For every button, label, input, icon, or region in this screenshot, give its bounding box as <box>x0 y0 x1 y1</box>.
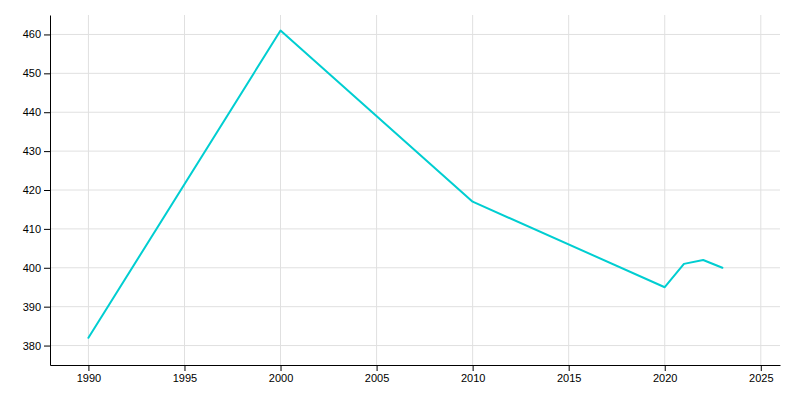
y-tick: 410 <box>23 223 50 235</box>
y-tick: 450 <box>23 67 50 79</box>
x-tick-label: 2015 <box>557 372 581 384</box>
x-tick-label: 2025 <box>749 372 773 384</box>
y-grid-line <box>50 73 780 74</box>
y-tick: 440 <box>23 106 50 118</box>
y-tick: 390 <box>23 301 50 313</box>
x-tick-mark <box>377 365 378 371</box>
y-tick-label: 410 <box>23 223 41 235</box>
x-tick: 1990 <box>77 365 101 384</box>
y-grid-line <box>50 190 780 191</box>
y-tick-mark <box>44 268 50 269</box>
x-tick-mark <box>761 365 762 371</box>
x-tick-label: 1995 <box>173 372 197 384</box>
x-tick: 2015 <box>557 365 581 384</box>
y-tick-mark <box>44 229 50 230</box>
y-tick-mark <box>44 346 50 347</box>
x-axis-line <box>51 365 781 366</box>
x-tick-mark <box>281 365 282 371</box>
x-tick-mark <box>569 365 570 371</box>
x-tick: 2000 <box>269 365 293 384</box>
x-axis: 1990 1995 2000 2005 2010 2015 2020 2025 <box>51 365 781 384</box>
y-tick-label: 430 <box>23 145 41 157</box>
x-tick-label: 2010 <box>461 372 485 384</box>
y-tick: 420 <box>23 184 50 196</box>
x-tick-mark <box>88 365 89 371</box>
y-tick: 400 <box>23 262 50 274</box>
y-tick-mark <box>44 34 50 35</box>
y-tick-label: 460 <box>23 28 41 40</box>
y-grid-line <box>50 112 780 113</box>
grid <box>50 15 780 365</box>
x-tick-mark <box>473 365 474 371</box>
y-tick-mark <box>44 151 50 152</box>
y-tick: 460 <box>23 28 50 40</box>
y-tick-label: 390 <box>23 301 41 313</box>
y-tick-label: 440 <box>23 106 41 118</box>
x-tick-label: 2000 <box>269 372 293 384</box>
y-tick-label: 450 <box>23 67 41 79</box>
line <box>88 31 722 338</box>
x-tick: 2025 <box>749 365 773 384</box>
y-tick-label: 380 <box>23 340 41 352</box>
x-tick: 2010 <box>461 365 485 384</box>
x-tick-label: 2005 <box>365 372 389 384</box>
x-tick-mark <box>184 365 185 371</box>
y-tick-label: 400 <box>23 262 41 274</box>
x-tick-label: 2020 <box>653 372 677 384</box>
y-tick-label: 420 <box>23 184 41 196</box>
chart: 1990 1995 2000 2005 2010 2015 2020 2025 380 390 40… <box>0 0 800 400</box>
y-axis: 380 390 400 410 420 430 440 450 460 <box>23 16 51 366</box>
x-tick: 2005 <box>365 365 389 384</box>
y-tick: 380 <box>23 340 50 352</box>
y-grid-line <box>50 34 780 35</box>
y-axis-line <box>50 16 51 366</box>
y-tick: 430 <box>23 145 50 157</box>
y-tick-mark <box>44 73 50 74</box>
y-grid-line <box>50 306 780 307</box>
y-grid-line <box>50 228 780 229</box>
y-grid-line <box>50 345 780 346</box>
y-tick-mark <box>44 112 50 113</box>
plot-area <box>88 31 722 338</box>
x-tick-mark <box>665 365 666 371</box>
x-tick: 2020 <box>653 365 677 384</box>
y-tick-mark <box>44 190 50 191</box>
x-tick-label: 1990 <box>77 372 101 384</box>
x-tick: 1995 <box>173 365 197 384</box>
y-tick-mark <box>44 307 50 308</box>
y-grid-line <box>50 267 780 268</box>
